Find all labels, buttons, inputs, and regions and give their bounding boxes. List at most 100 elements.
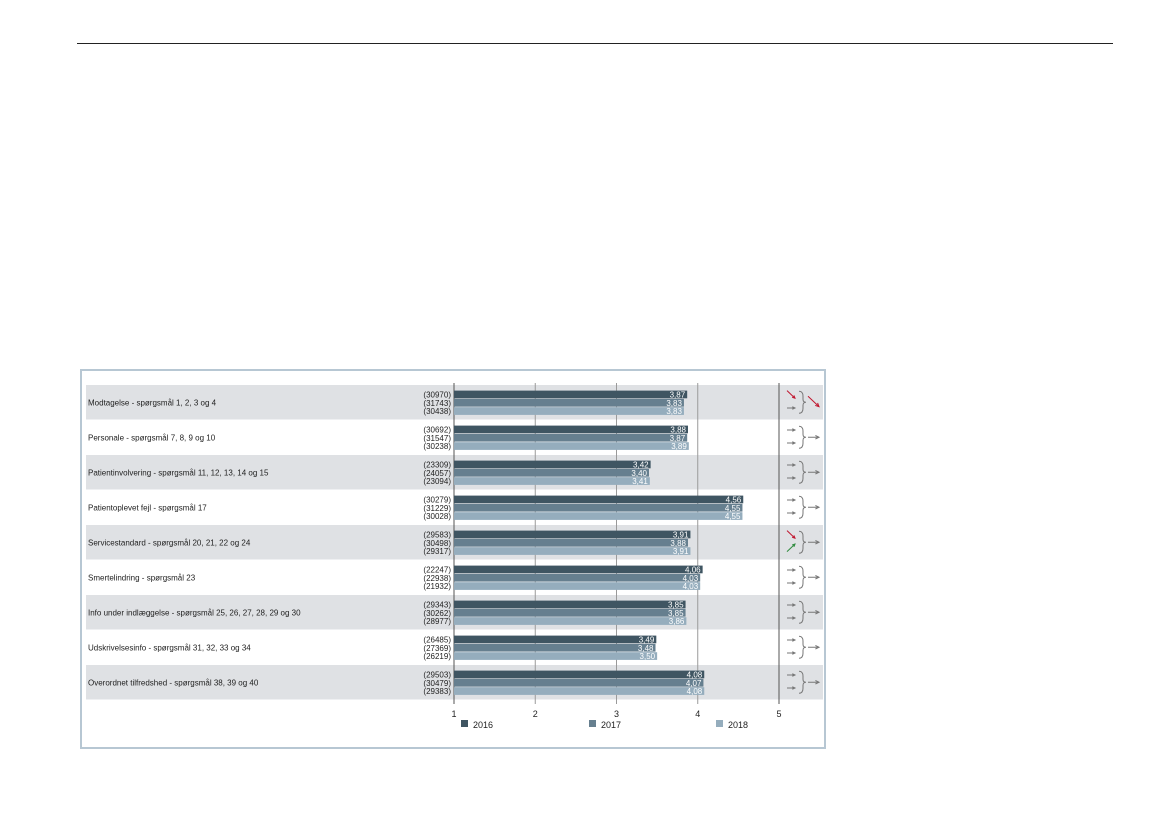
bar-value-label: 3,87 (670, 391, 686, 400)
category-label: Smertelindring - spørgsmål 23 (88, 573, 196, 582)
respondent-count: (30479) (423, 679, 451, 688)
trend-arrow-down-icon (786, 530, 796, 539)
respondent-count: (30262) (423, 609, 451, 618)
x-tick-label: 5 (776, 709, 781, 719)
bar-value-label: 3,50 (640, 652, 656, 661)
header-rule (77, 43, 1113, 44)
bar-2018 (454, 582, 701, 590)
legend-swatch (716, 720, 723, 727)
bar-2018 (454, 547, 691, 555)
respondent-count: (30970) (423, 391, 451, 400)
trend-arrow-flat-icon-head (792, 568, 797, 572)
respondent-count: (30238) (423, 442, 451, 451)
respondent-count: (30279) (423, 496, 451, 505)
x-tick-label: 4 (695, 709, 700, 719)
bar-value-label: 3,89 (671, 442, 687, 451)
respondent-count: (22938) (423, 574, 451, 583)
trend-arrow-overall-flat-icon-head (815, 505, 821, 510)
respondent-count: (31547) (423, 434, 451, 443)
bar-value-label: 4,56 (726, 496, 742, 505)
bar-2016 (454, 425, 688, 434)
category-label: Patientoplevet fejl - spørgsmål 17 (88, 503, 207, 512)
trend-arrow-flat-icon-head (792, 651, 797, 655)
bar-2016 (454, 495, 744, 504)
bar-2016 (454, 565, 703, 574)
trend-arrow-overall-flat-icon-head (815, 540, 821, 545)
trend-arrow-overall-flat-icon-head (815, 575, 821, 580)
bar-2016 (454, 460, 651, 469)
trend-arrow-flat-icon-head (792, 511, 797, 515)
bar-value-label: 4,55 (725, 504, 741, 513)
bar-2017 (454, 468, 649, 477)
category-label: Udskrivelsesinfo - spørgsmål 31, 32, 33 … (88, 643, 251, 652)
trend-arrow-overall-down-icon (807, 395, 820, 408)
brace-icon (798, 635, 807, 659)
trend-arrow-overall-down-icon-head (815, 402, 820, 408)
bar-2018 (454, 477, 650, 485)
bar-2016 (454, 600, 686, 609)
trend-arrow-down-icon-head (791, 395, 796, 399)
bar-value-label: 3,88 (670, 426, 686, 435)
trend-arrow-flat-icon-head (792, 498, 797, 502)
respondent-count: (23094) (423, 477, 451, 486)
respondent-count: (31229) (423, 504, 451, 513)
category-label: Overordnet tilfredshed - spørgsmål 38, 3… (88, 678, 259, 687)
bar-2017 (454, 573, 701, 582)
brace-icon (798, 530, 807, 554)
trend-arrow-flat-icon-head (792, 476, 797, 480)
respondent-count: (29317) (423, 547, 451, 556)
x-tick-label: 1 (451, 709, 456, 719)
category-label: Modtagelse - spørgsmål 1, 2, 3 og 4 (88, 398, 217, 407)
trend-arrow-overall-flat-icon-head (815, 610, 821, 615)
bar-2017 (454, 398, 684, 407)
legend-label: 2018 (728, 720, 748, 730)
bar-value-label: 4,06 (685, 566, 701, 575)
bar-value-label: 4,08 (687, 671, 703, 680)
respondent-count: (22247) (423, 566, 451, 575)
trend-arrow-down-icon (786, 390, 796, 399)
bar-value-label: 3,40 (631, 469, 647, 478)
chart-frame: 1 2 3 4 5 Modtagelse - spørgsmål 1, 2, 3 og 4… (80, 369, 826, 749)
bar-value-label: 3,83 (666, 399, 682, 408)
x-tick-label: 2 (533, 709, 538, 719)
brace-icon (798, 565, 807, 589)
trend-arrow-up-icon (786, 543, 796, 552)
bar-chart: 1 2 3 4 5 Modtagelse - spørgsmål 1, 2, 3 og 4… (86, 383, 823, 730)
bar-2016 (454, 670, 705, 679)
brace-icon (798, 600, 807, 624)
trend-arrow-flat-icon-head (792, 638, 797, 642)
respondent-count: (26485) (423, 636, 451, 645)
bar-value-label: 3,91 (673, 531, 689, 540)
respondent-count: (29383) (423, 687, 451, 696)
brace-icon (798, 495, 807, 519)
trend-arrow-flat-icon-head (792, 463, 797, 467)
bar-2018 (454, 512, 743, 520)
bar-2018 (454, 652, 658, 660)
trend-arrow-overall-flat-icon-head (815, 645, 821, 650)
bar-value-label: 3,41 (632, 477, 648, 486)
legend-swatch (461, 720, 468, 727)
bar-2017 (454, 678, 704, 687)
legend-label: 2016 (473, 720, 493, 730)
trend-arrow-flat-icon-head (792, 441, 797, 445)
trend-arrow-overall-flat-icon-head (815, 470, 821, 475)
bar-value-label: 3,42 (633, 461, 649, 470)
trend-arrow-flat-icon-head (792, 616, 797, 620)
bar-value-label: 3,86 (669, 617, 685, 626)
trend-arrow-flat-icon-head (792, 673, 797, 677)
bar-value-label: 4,55 (725, 512, 741, 521)
brace-icon (798, 670, 807, 694)
bar-value-label: 4,07 (686, 679, 702, 688)
respondent-count: (30498) (423, 539, 451, 548)
x-tick-label: 3 (614, 709, 619, 719)
bar-2017 (454, 643, 656, 652)
bar-2016 (454, 390, 688, 399)
trend-arrow-flat-icon-head (792, 428, 797, 432)
bar-2016 (454, 530, 691, 539)
bar-2016 (454, 635, 657, 644)
category-label: Servicestandard - spørgsmål 20, 21, 22 o… (88, 538, 251, 547)
bar-value-label: 3,91 (673, 547, 689, 556)
brace-icon (798, 460, 807, 484)
respondent-count: (31743) (423, 399, 451, 408)
trend-arrow-flat-icon-head (792, 603, 797, 607)
